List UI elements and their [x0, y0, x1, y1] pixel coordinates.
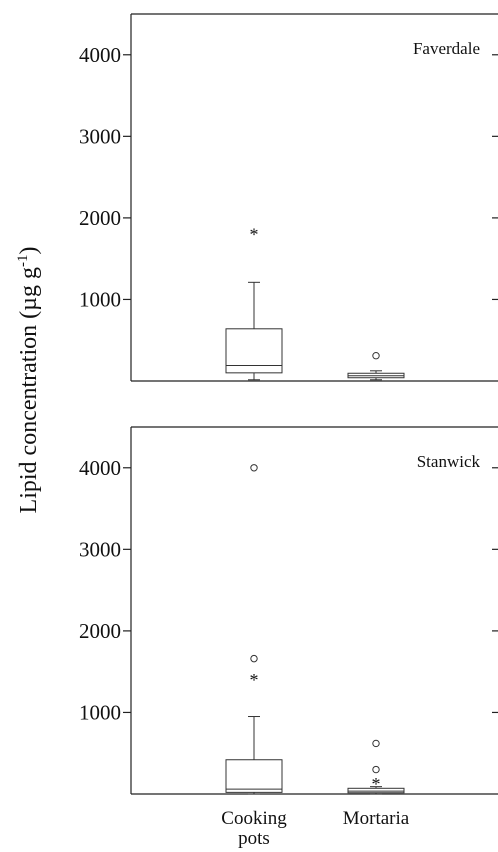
y-tick-label: 2000 [79, 619, 121, 643]
box-iqr [225, 759, 283, 793]
box-iqr [347, 787, 405, 794]
x-tick-label-line: pots [238, 828, 270, 849]
y-tick-label: 1000 [79, 700, 121, 724]
outlier-point [372, 765, 380, 774]
extreme-point: * [250, 670, 259, 690]
y-axis-label: Lipid concentration (µg g-1) [15, 247, 42, 514]
y-tick-label: 4000 [79, 456, 121, 480]
y-axis-label-superscript: -1 [15, 255, 31, 268]
x-tick-label-line: Cooking [221, 808, 287, 829]
outlier-point [250, 464, 258, 472]
box-mortaria: * [347, 739, 405, 795]
panel-faverdale: 1000 2000 3000 4000 Faverdale * [79, 13, 498, 382]
y-axis-label-text: Lipid concentration (µg g [16, 267, 42, 513]
x-tick-label-line: Mortaria [343, 808, 410, 829]
panel-stanwick: 1000 2000 3000 4000 Stanwick * * Cooking pots Mor… [79, 426, 498, 849]
extreme-point: * [372, 774, 381, 794]
panel-title: Stanwick [417, 452, 481, 471]
y-tick-label: 1000 [79, 287, 121, 311]
y-tick-label: 4000 [79, 43, 121, 67]
y-tick-label: 3000 [79, 537, 121, 561]
y-axis-label-close: ) [16, 247, 42, 255]
box-mortaria [347, 352, 405, 381]
outlier-point [250, 654, 258, 663]
outlier-point [372, 739, 380, 748]
y-tick-label: 2000 [79, 206, 121, 230]
x-tick-label: Mortaria [343, 808, 410, 829]
box-cooking-pots: * [225, 464, 283, 795]
panel-title: Faverdale [413, 39, 480, 58]
extreme-point: * [250, 225, 259, 245]
box-iqr [225, 328, 283, 374]
outlier-point [372, 352, 380, 360]
y-tick-label: 3000 [79, 124, 121, 148]
box-cooking-pots: * [225, 225, 283, 381]
x-tick-label: Cooking pots [221, 808, 287, 849]
